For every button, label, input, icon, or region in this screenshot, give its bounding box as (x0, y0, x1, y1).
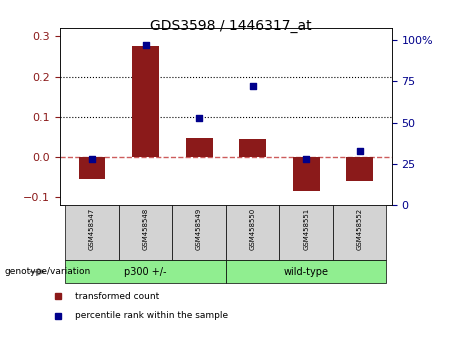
Text: percentile rank within the sample: percentile rank within the sample (75, 312, 228, 320)
Point (249, 84, 256, 89)
Bar (132, 46, 159, 157)
Bar (186, 138, 213, 157)
Text: GSM458552: GSM458552 (357, 208, 363, 250)
Text: GSM458548: GSM458548 (142, 208, 148, 250)
Point (89, 156, 96, 162)
Point (195, 115, 203, 120)
Bar (239, 138, 266, 157)
Text: GSM458550: GSM458550 (250, 208, 256, 250)
FancyBboxPatch shape (279, 205, 333, 260)
FancyBboxPatch shape (333, 205, 386, 260)
FancyBboxPatch shape (65, 205, 119, 260)
FancyBboxPatch shape (119, 205, 172, 260)
Text: GDS3598 / 1446317_at: GDS3598 / 1446317_at (150, 19, 311, 34)
Text: wild-type: wild-type (284, 267, 329, 277)
Point (356, 148, 363, 154)
Bar (346, 157, 373, 181)
FancyBboxPatch shape (172, 205, 226, 260)
FancyBboxPatch shape (226, 260, 386, 283)
Text: genotype/variation: genotype/variation (5, 267, 91, 276)
Text: GSM458549: GSM458549 (196, 208, 202, 250)
Bar (293, 157, 319, 191)
Point (142, 42, 149, 48)
Text: transformed count: transformed count (75, 292, 160, 301)
Bar (79, 157, 106, 179)
FancyBboxPatch shape (65, 260, 226, 283)
Point (302, 156, 310, 162)
Text: GSM458547: GSM458547 (89, 208, 95, 250)
Text: p300 +/-: p300 +/- (124, 267, 167, 277)
Text: GSM458551: GSM458551 (303, 208, 309, 250)
FancyBboxPatch shape (226, 205, 279, 260)
